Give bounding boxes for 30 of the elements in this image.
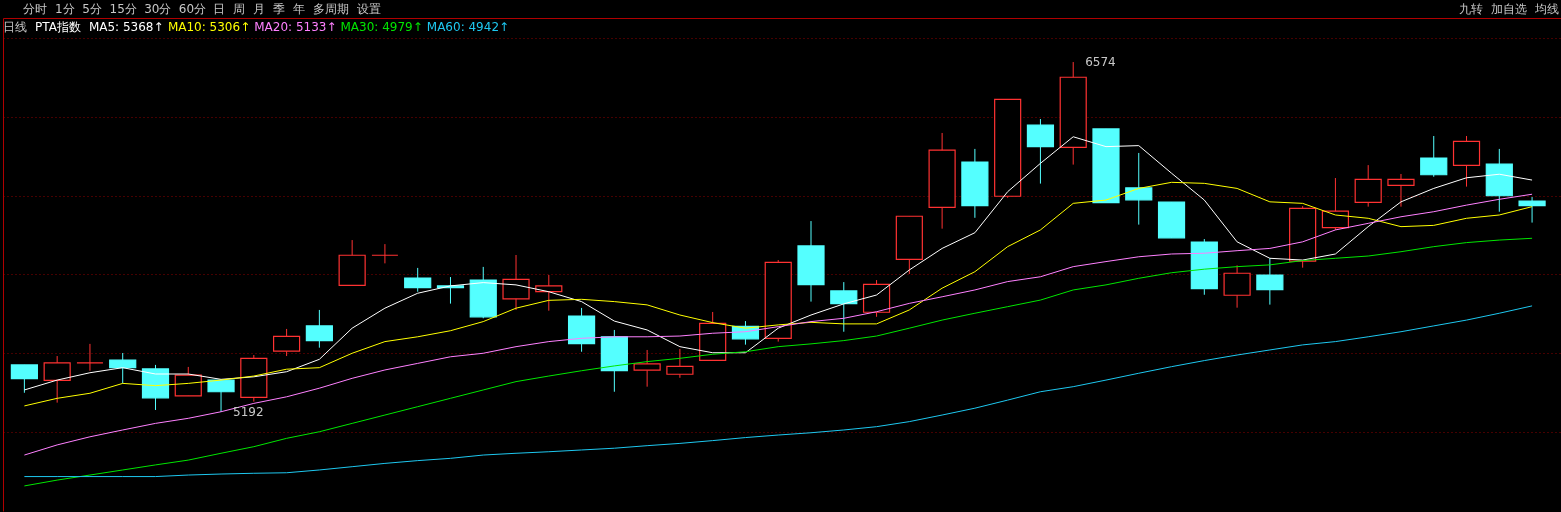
text: MA20: 5133↑	[254, 20, 337, 34]
text: 月	[253, 2, 266, 16]
chart-subtitle: PTA指数	[35, 20, 81, 34]
text: 均线	[1534, 2, 1559, 16]
chart-title: 日线	[3, 20, 27, 34]
text: 60分	[178, 2, 207, 16]
candlestick	[1387, 173, 1415, 208]
candlestick	[1518, 196, 1546, 224]
text: 加自选	[1491, 2, 1527, 16]
text: MA10: 5306↑	[167, 20, 251, 34]
text: 设置	[357, 2, 382, 16]
text: 30分	[144, 2, 172, 16]
candlestick	[76, 343, 104, 372]
text: 1分	[55, 2, 75, 16]
annotation: 6574	[1085, 55, 1116, 70]
text: 日	[213, 2, 226, 16]
candlestick	[633, 349, 661, 388]
annotation: 5192	[233, 404, 264, 419]
text: 年	[293, 2, 306, 16]
text: 分时	[23, 2, 47, 16]
text: MA30: 4979↑	[340, 20, 423, 34]
text: 多周期	[313, 2, 350, 16]
text: MA5: 5368↑	[88, 20, 164, 34]
text: 季	[273, 2, 286, 16]
candlestick	[371, 243, 399, 264]
text: MA60: 4942↑	[426, 20, 510, 34]
text: 15分	[109, 2, 137, 16]
text: 周	[233, 2, 246, 16]
text: 九转	[1459, 2, 1483, 16]
text: 5分	[82, 2, 102, 16]
